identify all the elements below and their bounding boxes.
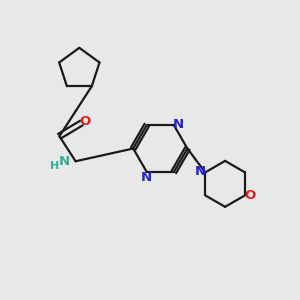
Text: O: O [244, 189, 256, 202]
Text: H: H [50, 161, 59, 171]
Text: O: O [80, 115, 91, 128]
Text: N: N [195, 165, 206, 178]
Text: N: N [173, 118, 184, 131]
Text: N: N [140, 171, 152, 184]
Text: N: N [59, 155, 70, 168]
